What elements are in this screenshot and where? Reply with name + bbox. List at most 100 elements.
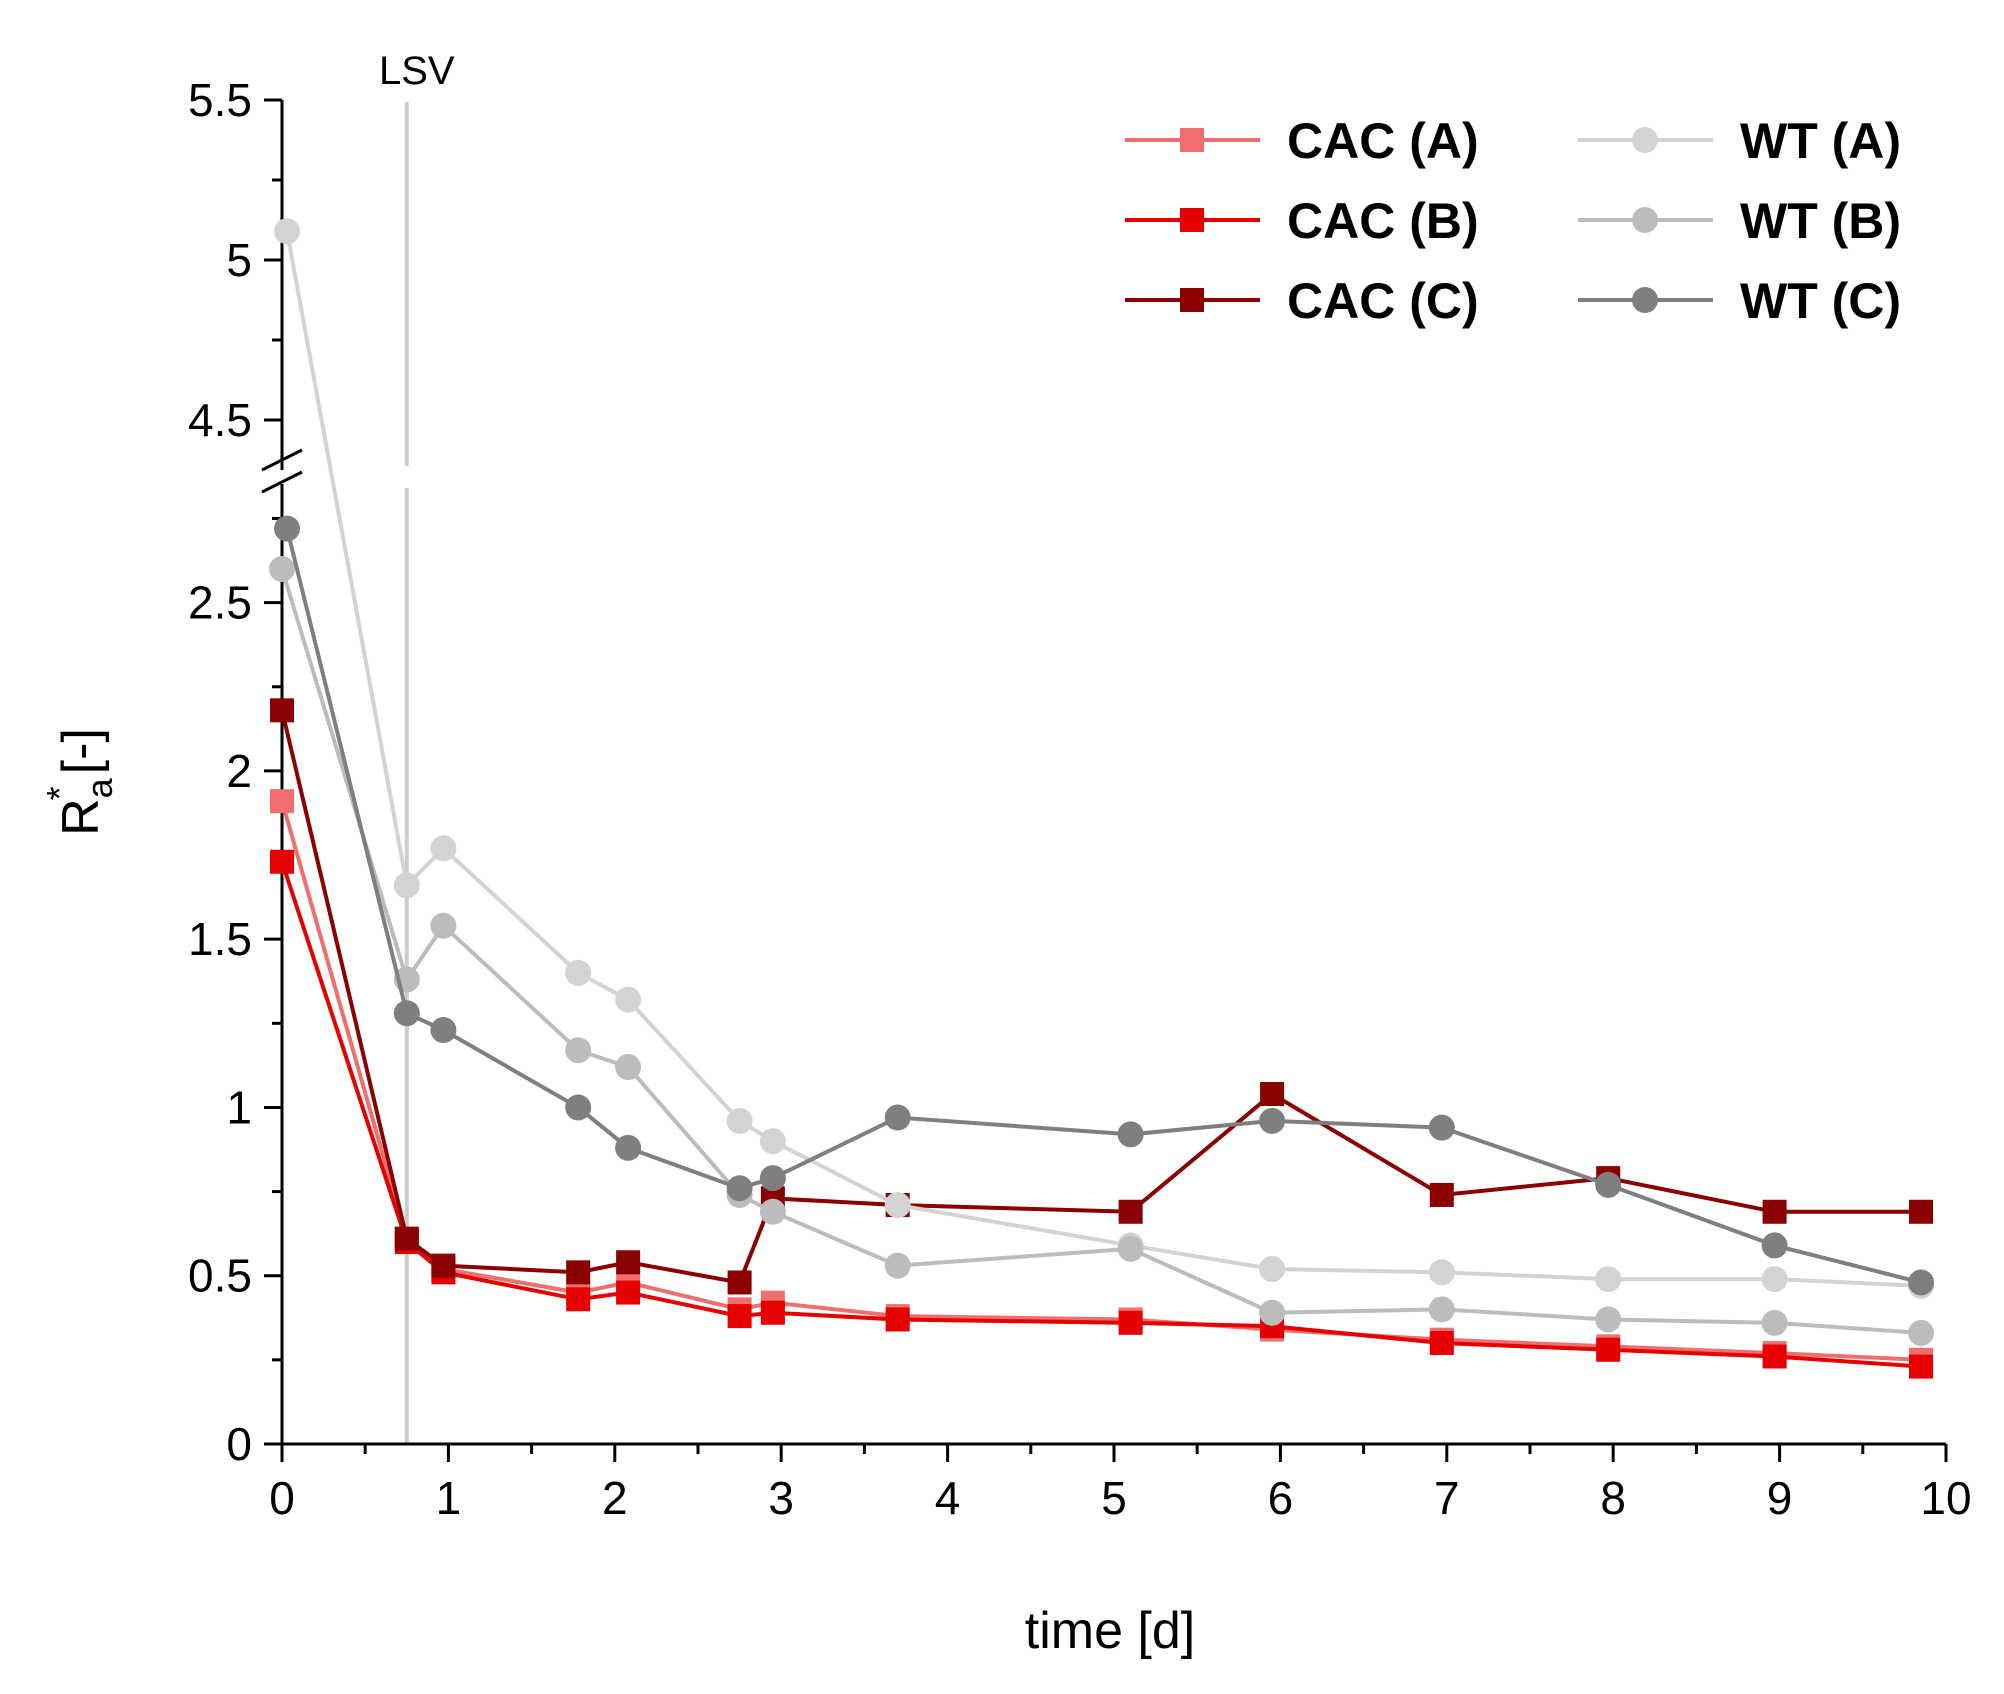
data-point-wt-a [393,872,420,899]
x-tick-label: 7 [1434,1472,1460,1524]
legend-marker-wt-c [1632,287,1658,313]
y-axis-title: Ra* [-] [39,728,120,836]
data-point-wt-c [615,1134,642,1161]
lsv-annotation: LSV [379,49,455,93]
data-point-cac-c [1762,1199,1787,1224]
data-point-cac-b [1429,1331,1454,1356]
legend-label-cac-c: CAC (C) [1287,273,1479,329]
x-tick-label: 8 [1600,1472,1626,1524]
data-point-wt-a [1428,1259,1455,1286]
data-point-wt-a [759,1128,786,1155]
y-tick-label: 0 [226,1418,252,1470]
data-point-cac-c [566,1260,591,1285]
y-tick-label: 0.5 [188,1250,252,1302]
legend-label-cac-b: CAC (B) [1287,193,1479,249]
x-tick-label: 1 [436,1472,462,1524]
series-line-cac-c [280,709,1922,1285]
x-tick-label: 4 [935,1472,961,1524]
data-point-wt-b [615,1054,642,1081]
x-tick-label: 9 [1767,1472,1793,1524]
series-line-cac-b [280,861,1922,1369]
data-point-cac-b [1596,1337,1621,1362]
y-tick-label: 1.5 [188,913,252,965]
data-point-cac-b [727,1304,752,1329]
data-point-wt-c [726,1175,753,1202]
data-point-wt-b [1259,1299,1286,1326]
y-axis-title-base: R [52,798,110,836]
y-tick-label: 5.5 [188,74,252,126]
data-point-wt-a [273,218,300,245]
series-line-wt-b [280,568,1922,1335]
y-axis-title-superscript: * [39,786,80,800]
data-point-wt-c [1761,1232,1788,1259]
data-point-wt-b [1761,1309,1788,1336]
data-point-cac-c [394,1226,419,1251]
data-point-wt-a [726,1107,753,1134]
x-tick-label: 10 [1920,1472,1971,1524]
data-point-cac-c [727,1270,752,1295]
y-tick-label: 5 [226,234,252,286]
legend-label-cac-a: CAC (A) [1287,113,1479,169]
data-point-wt-b [269,555,295,582]
data-point-wt-b [1428,1296,1455,1323]
data-point-wt-c [393,1000,420,1027]
legend-marker-wt-a [1632,127,1658,153]
data-point-cac-b [885,1307,910,1332]
series-line-wt-a [285,230,1922,1288]
y-tick-label: 2 [226,745,252,797]
data-point-cac-c [431,1253,456,1278]
legend-marker-cac-a [1180,128,1204,152]
data-point-cac-c [270,698,294,723]
data-point-wt-c [1259,1107,1286,1134]
x-tick-label: 5 [1101,1472,1127,1524]
legend-marker-cac-c [1180,288,1204,312]
data-point-wt-c [1908,1269,1935,1296]
x-tick-label: 3 [768,1472,794,1524]
axis-break-mark [261,470,303,494]
x-axis-title: time [d] [1025,1602,1196,1660]
legend-marker-cac-b [1180,208,1204,232]
x-tick-label: 2 [602,1472,628,1524]
legend-label-wt-b: WT (B) [1740,193,1901,249]
axis-break-mark [261,448,303,472]
data-point-wt-c [565,1094,592,1121]
legend-label-wt-c: WT (C) [1740,273,1901,329]
data-point-cac-b [566,1287,591,1312]
y-tick-label: 2.5 [188,577,252,629]
y-axis-title-subscript: a [79,777,120,798]
data-point-wt-b [759,1198,786,1225]
x-tick-label: 6 [1268,1472,1294,1524]
data-point-cac-c [1260,1081,1285,1106]
data-point-cac-b [616,1280,641,1305]
legend: CAC (A) CAC (B) CAC (C) WT (A) WT (B) WT (C) [1125,113,1901,329]
data-point-cac-b [760,1300,785,1325]
data-point-wt-c [1117,1121,1144,1148]
data-point-wt-a [1761,1266,1788,1293]
data-point-wt-b [884,1252,911,1279]
y-axis-title-unit: [-] [52,728,110,774]
data-point-wt-a [565,959,592,986]
data-point-wt-c [759,1165,786,1192]
data-point-wt-a [615,986,642,1013]
legend-marker-wt-b [1632,207,1658,233]
data-point-wt-b [1595,1306,1622,1333]
plot-area: LSV 0 1 2 3 4 5 6 7 8 9 10 0 0.5 1 1.5 2 2.5 4.5 5 5.5 [188,49,1972,1524]
data-point-cac-c [616,1250,641,1275]
data-point-wt-c [1428,1114,1455,1141]
y-tick-label: 1 [226,1081,252,1133]
data-point-wt-a [884,1192,911,1219]
data-point-cac-b [1909,1354,1934,1379]
series-line-wt-c [285,528,1922,1285]
data-point-wt-c [1595,1171,1622,1198]
series-line-cac-a [280,800,1922,1362]
svg-text:Ra*[-]: Ra* [-] [39,728,120,836]
data-point-cac-b [1118,1310,1143,1335]
data-point-wt-b [565,1037,592,1064]
data-point-wt-b [430,912,457,939]
y-tick-label: 4.5 [188,394,252,446]
data-point-wt-c [884,1104,911,1131]
data-point-wt-b [1117,1235,1144,1262]
data-point-cac-c [1118,1199,1143,1224]
data-point-cac-b [1762,1344,1787,1369]
